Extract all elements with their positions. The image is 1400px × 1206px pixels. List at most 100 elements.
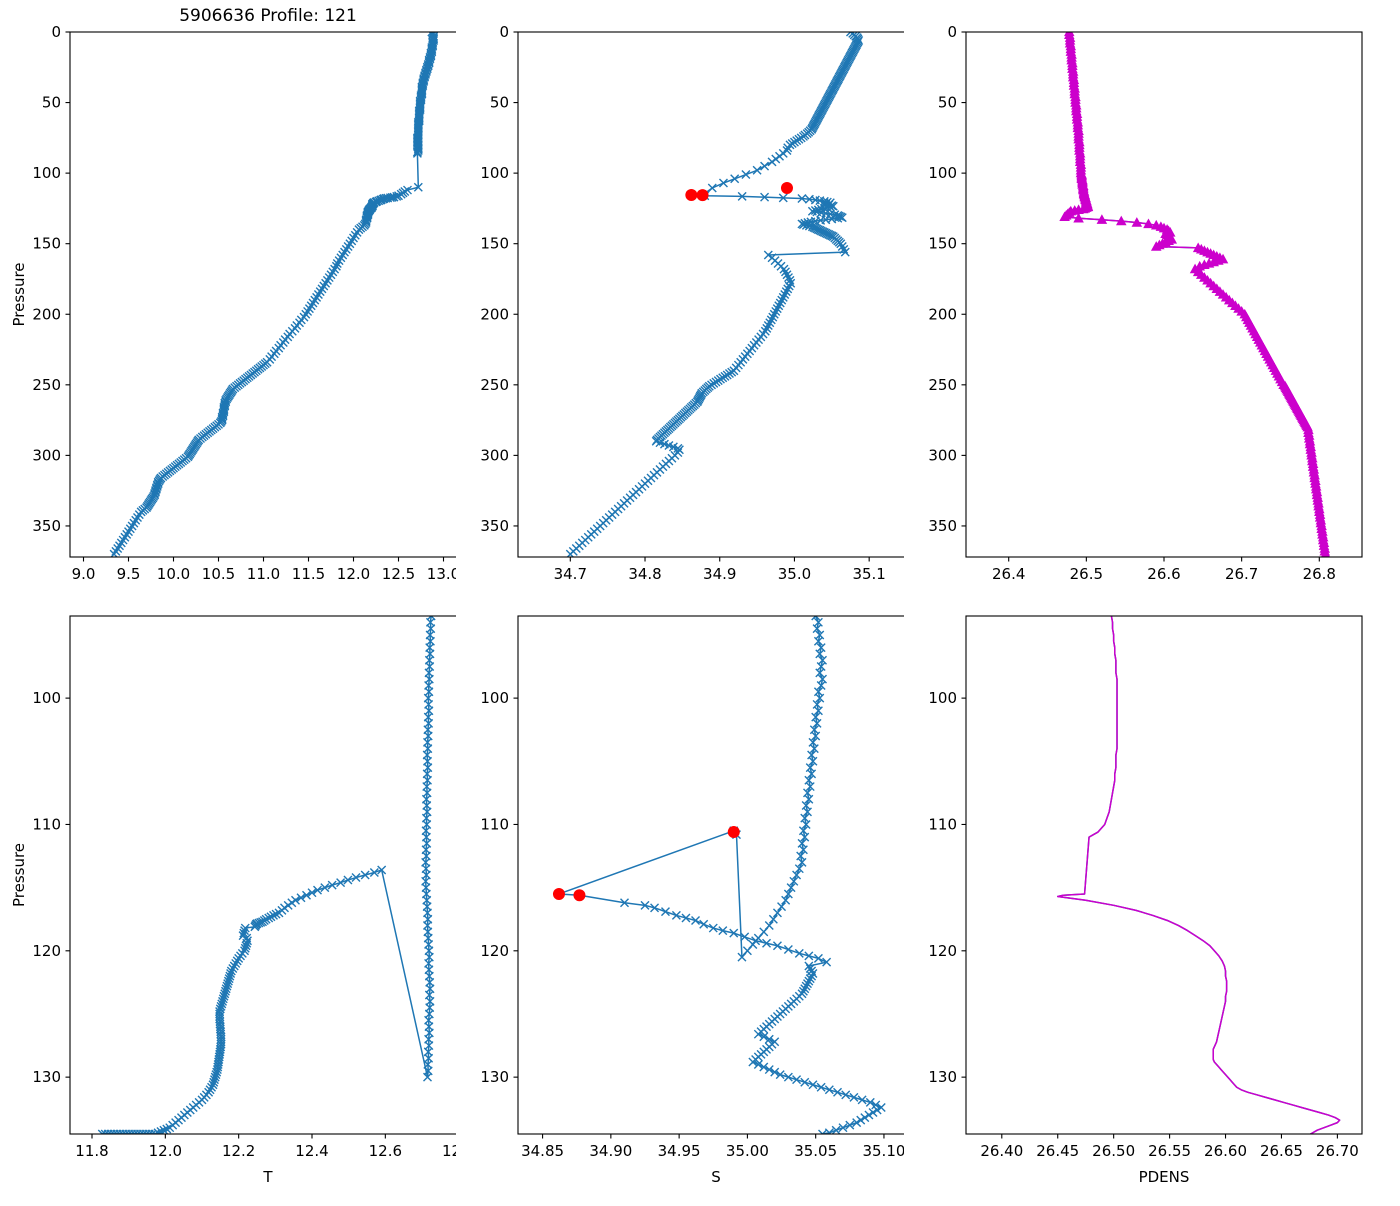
series-line: [558, 615, 882, 1135]
x-tick-label: 34.95: [658, 1142, 701, 1160]
chart-top-pdens: 26.4 26.5 26.6 26.7 26.8 0 50 100 150 200 250 300 35…: [904, 2, 1384, 629]
x-tick-label: 12.5: [382, 565, 415, 583]
x-tick-label: 11.0: [247, 565, 280, 583]
series-markers: [554, 611, 886, 1139]
panel-bottom-temperature: 11.812.012.212.412.612.8100110120130TPre…: [8, 586, 488, 1206]
y-tick-label: 110: [480, 815, 509, 833]
x-tick-label: 12.6: [369, 1142, 402, 1160]
panel-top-salinity: 34.7 34.8 34.9 35.0 35.1 0 50 100 150 200 250 300 35…: [456, 2, 936, 629]
series-markers: [98, 612, 436, 1139]
x-tick-label: 26.6: [1147, 565, 1180, 583]
chart-bottom-salinity: 34.85 34.90 34.95 35.00 35.05 35.10 100 110 120 1…: [456, 586, 936, 1206]
flagged-point-marker: [696, 189, 709, 202]
axes-clip-mask: [8, 586, 488, 616]
y-tick-label: 250: [480, 376, 509, 394]
y-tick-label: 250: [928, 376, 957, 394]
axes-clip-mask: [904, 2, 966, 629]
axes-clip-mask: [904, 586, 1384, 616]
y-tick-label: 50: [42, 94, 61, 112]
x-tick-label: 26.7: [1225, 565, 1258, 583]
axes-clip-mask: [456, 2, 936, 32]
x-tick-label: 26.60: [1204, 1142, 1247, 1160]
y-tick-label: 0: [499, 23, 509, 41]
y-tick-label: 130: [32, 1068, 61, 1086]
axes-clip-mask: [456, 2, 518, 629]
flagged-points: [552, 826, 740, 902]
y-tick-label: 200: [32, 305, 61, 323]
y-tick-label: 150: [928, 235, 957, 253]
x-tick-label: 11.8: [75, 1142, 108, 1160]
axes-clip-mask: [8, 2, 488, 32]
x-tick-label: 34.8: [628, 565, 661, 583]
y-tick-label: 50: [490, 94, 509, 112]
axes-frame: [69, 31, 467, 558]
x-tick-label: 34.90: [589, 1142, 632, 1160]
x-tick-label: 26.4: [992, 565, 1025, 583]
y-tick-label: 100: [32, 164, 61, 182]
x-tick-label: 35.05: [794, 1142, 837, 1160]
x-tick-label: 12.0: [337, 565, 370, 583]
y-tick-label: 100: [928, 689, 957, 707]
x-tick-label: 35.00: [726, 1142, 769, 1160]
panel-bottom-salinity: 34.85 34.90 34.95 35.00 35.05 35.10 100 110 120 1…: [456, 586, 936, 1206]
x-tick-label: 26.70: [1316, 1142, 1359, 1160]
flagged-point-marker: [727, 826, 740, 839]
y-tick-label: 50: [938, 94, 957, 112]
axes-clip-mask: [456, 586, 936, 616]
y-tick-label: 350: [928, 517, 957, 535]
x-tick-label: 26.5: [1070, 565, 1103, 583]
axes-clip-mask: [8, 2, 70, 629]
y-tick-label: 0: [947, 23, 957, 41]
x-tick-label: 26.50: [1092, 1142, 1135, 1160]
series-markers: [566, 28, 864, 559]
y-tick-label: 200: [480, 305, 509, 323]
y-tick-label: 150: [480, 235, 509, 253]
flagged-point-marker: [552, 887, 565, 900]
axes-frame: [965, 31, 1363, 558]
y-tick-label: 110: [928, 815, 957, 833]
x-tick-label: 10.5: [202, 565, 235, 583]
y-tick-label: 350: [480, 517, 509, 535]
x-tick-label: 35.10: [862, 1142, 905, 1160]
axes-clip-mask: [904, 1134, 1384, 1206]
chart-title: 5906636 Profile: 121: [179, 6, 357, 26]
series-line: [1056, 615, 1341, 1135]
x-axis-label: S: [711, 1168, 721, 1186]
y-axis-label: Pressure: [10, 843, 28, 907]
x-tick-label: 12.2: [222, 1142, 255, 1160]
y-tick-label: 120: [32, 942, 61, 960]
axes-clip-mask: [1362, 586, 1384, 1206]
y-tick-label: 130: [928, 1068, 957, 1086]
flagged-point-marker: [573, 889, 586, 902]
axes-clip-mask: [904, 2, 1384, 32]
flagged-points: [685, 181, 793, 202]
axes-clip-mask: [8, 1134, 488, 1206]
y-tick-label: 150: [32, 235, 61, 253]
y-tick-label: 300: [32, 446, 61, 464]
series-underlay-line: [1056, 615, 1341, 1135]
y-tick-label: 200: [928, 305, 957, 323]
y-tick-label: 100: [480, 689, 509, 707]
y-tick-label: 130: [480, 1068, 509, 1086]
x-tick-label: 35.1: [852, 565, 885, 583]
series-markers: [1060, 27, 1331, 559]
y-tick-label: 350: [32, 517, 61, 535]
x-tick-label: 10.0: [157, 565, 190, 583]
y-tick-label: 100: [32, 689, 61, 707]
x-tick-label: 35.0: [778, 565, 811, 583]
series-underlay-line: [1063, 31, 1327, 555]
axes-clip-mask: [904, 586, 966, 1206]
chart-bottom-pdens: 26.40 26.45 26.50 26.55 26.60 26.65 26.70 100 11…: [904, 586, 1384, 1206]
axes-frame: [965, 615, 1363, 1135]
x-axis-label: PDENS: [1139, 1168, 1190, 1186]
x-tick-label: 11.5: [292, 565, 325, 583]
y-tick-label: 110: [32, 815, 61, 833]
x-tick-label: 26.45: [1036, 1142, 1079, 1160]
chart-bottom-temperature: 11.812.012.212.412.612.8100110120130TPre…: [8, 586, 488, 1206]
chart-top-temperature: 5906636 Profile: 1215906636 Profile: 121…: [8, 2, 488, 629]
panel-bottom-pdens: 26.40 26.45 26.50 26.55 26.60 26.65 26.70 100 11…: [904, 586, 1384, 1206]
x-tick-label: 26.8: [1303, 565, 1336, 583]
x-tick-label: 9.0: [72, 565, 96, 583]
y-tick-label: 300: [480, 446, 509, 464]
